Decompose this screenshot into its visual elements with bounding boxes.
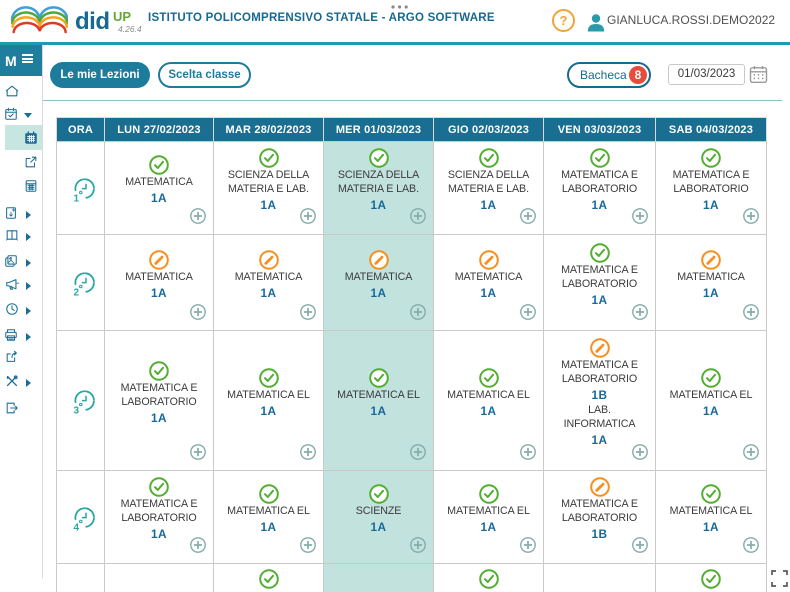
svg-text:3: 3 xyxy=(73,406,79,415)
svg-text:4: 4 xyxy=(73,522,79,531)
svg-text:1: 1 xyxy=(73,193,79,202)
svg-text:2: 2 xyxy=(73,288,79,297)
